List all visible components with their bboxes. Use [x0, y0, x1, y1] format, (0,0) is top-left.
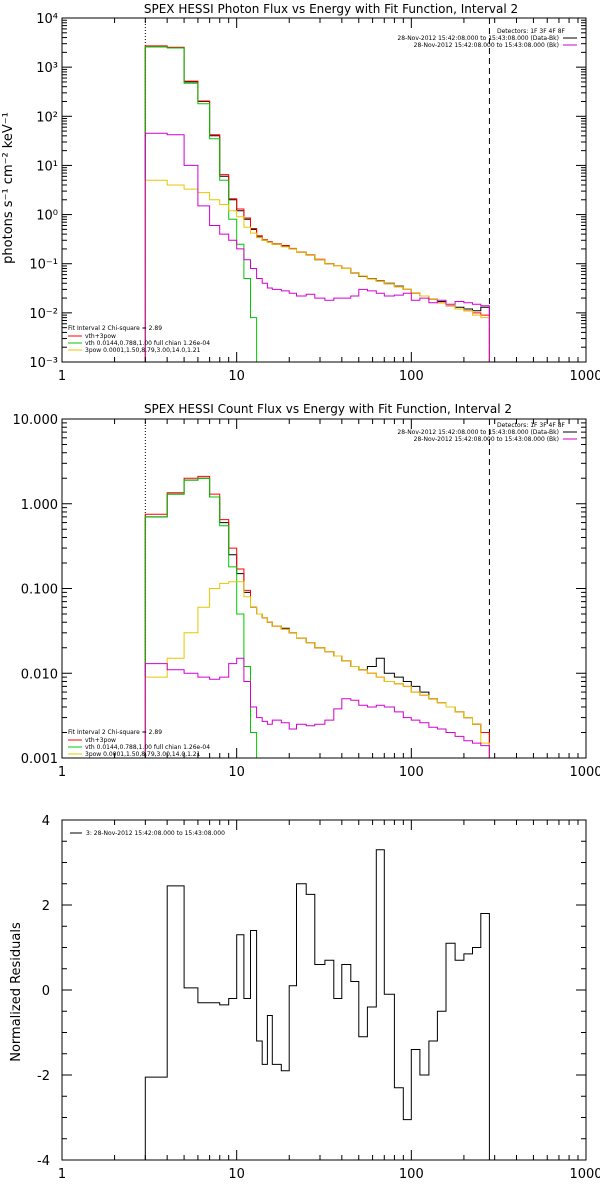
series-vth: [144, 46, 263, 362]
y-tick-label: 0.010: [21, 667, 58, 682]
plot-frame: [61, 17, 587, 363]
series-bk: [144, 132, 490, 362]
detectors-label: Detectors: 1F 3F 4F 8F: [497, 422, 566, 429]
y-tick-label: -2: [37, 1069, 50, 1084]
y-tick-label: 10⁻²: [29, 307, 58, 322]
y-tick-label: 10⁻¹: [29, 258, 58, 273]
y-tick-label: 10⁻³: [29, 356, 58, 371]
x-tick-label: 100: [399, 1167, 424, 1182]
data-bk-legend-label: 28-Nov-2012 15:42:08.000 to 15:43:08.000…: [397, 429, 559, 436]
x-tick-label: 10: [228, 765, 245, 780]
residuals-marks: 1 10 100 1000 -4 -2 0 2 4: [37, 814, 600, 1182]
x-tick-label: 1000: [569, 765, 600, 780]
3pow-legend-label: 3pow 0.0001,1.50,8.79,3.00,14.0,1.21: [85, 751, 201, 758]
photon-flux-detector-legend: Detectors: 1F 3F 4F 8F 28-Nov-2012 15:42…: [397, 28, 577, 49]
x-tick-label: 1000: [569, 369, 600, 384]
y-tick-label: 10²: [36, 110, 58, 125]
fit-interval-label: Fit Interval 2 Chi-square = 2.89: [68, 729, 162, 736]
residuals-panel: Normalized Residuals 1 10 100 1000 -4 -2 0 2 4 3…: [9, 814, 600, 1182]
photon-flux-title: SPEX HESSI Photon Flux vs Energy with Fi…: [144, 2, 518, 16]
y-tick-label: 2: [42, 899, 50, 914]
y-tick-label: 10.000: [13, 413, 59, 428]
photon-flux-y-label: photons s⁻¹ cm⁻² keV⁻¹: [1, 112, 16, 264]
x-tick-label: 1: [58, 369, 66, 384]
y-tick-label: 1.000: [21, 498, 58, 513]
x-tick-label: 10: [228, 1167, 245, 1182]
residuals-y-label: Normalized Residuals: [9, 922, 24, 1062]
series-3pow: [144, 581, 490, 758]
y-tick-label: 0.001: [21, 752, 58, 767]
x-tick-label: 100: [399, 765, 424, 780]
detectors-label: Detectors: 1F 3F 4F 8F: [497, 28, 566, 35]
bk-legend-label: 28-Nov-2012 15:42:08.000 to 15:43:08.000…: [414, 42, 559, 49]
count-flux-title: SPEX HESSI Count Flux vs Energy with Fit…: [144, 402, 512, 416]
vth-3pow-legend-label: vth+3pow: [85, 333, 116, 340]
x-tick-label: 1: [58, 1167, 66, 1182]
y-tick-label: 10¹: [36, 159, 58, 174]
series-3pow: [144, 179, 490, 362]
x-tick-label: 1000: [569, 1167, 600, 1182]
series-vth: [144, 477, 258, 758]
photon-flux-fit-legend: Fit Interval 2 Chi-square = 2.89 vth+3po…: [68, 325, 210, 354]
vth-legend-label: vth 0.0144,0.788,1.00 full chian 1.26e-0…: [85, 340, 210, 347]
count-flux-fit-legend: Fit Interval 2 Chi-square = 2.89 vth+3po…: [68, 729, 210, 758]
y-tick-label: 4: [42, 814, 50, 829]
y-tick-label: 0: [42, 984, 50, 999]
y-tick-label: -4: [37, 1154, 50, 1169]
fit-interval-label: Fit Interval 2 Chi-square = 2.89: [68, 325, 162, 332]
count-flux-panel: SPEX HESSI Count Flux vs Energy with Fit…: [13, 402, 600, 780]
x-tick-label: 100: [399, 369, 424, 384]
x-tick-label: 10: [228, 369, 245, 384]
y-tick-label: 0.100: [21, 583, 58, 598]
y-tick-label: 10⁰: [36, 209, 58, 224]
photon-flux-marks: 1 10 100 1000 10⁻³ 10⁻² 10⁻¹ 10⁰ 10¹ 10² 10³ 10⁴: [29, 12, 600, 384]
series-3-28-nov-2012-15-42-08-000-to-15-43-08-000: [144, 849, 490, 1160]
count-flux-detector-legend: Detectors: 1F 3F 4F 8F 28-Nov-2012 15:42…: [397, 422, 577, 443]
bk-legend-label: 28-Nov-2012 15:42:08.000 to 15:43:08.000…: [414, 436, 559, 443]
x-tick-label: 1: [58, 765, 66, 780]
y-tick-label: 10⁴: [36, 12, 58, 27]
y-tick-label: 10³: [36, 61, 58, 76]
vth-3pow-legend-label: vth+3pow: [85, 737, 116, 744]
count-flux-marks: 1 10 100 1000 0.001 0.010 0.100 1.000 10.000: [13, 413, 600, 780]
series-bk: [144, 657, 490, 758]
plot-frame: [61, 819, 587, 1161]
3pow-legend-label: 3pow 0.0001,1.50,8.79,3.00,14.0,1.21: [85, 347, 201, 354]
vth-legend-label: vth 0.0144,0.788,1.00 full chian 1.26e-0…: [85, 744, 210, 751]
plot-frame: [61, 418, 587, 759]
data-bk-legend-label: 28-Nov-2012 15:42:08.000 to 15:43:08.000…: [397, 35, 559, 42]
residuals-legend-label: 3: 28-Nov-2012 15:42:08.000 to 15:43:08.…: [86, 830, 225, 837]
photon-flux-panel: SPEX HESSI Photon Flux vs Energy with Fi…: [1, 2, 600, 384]
